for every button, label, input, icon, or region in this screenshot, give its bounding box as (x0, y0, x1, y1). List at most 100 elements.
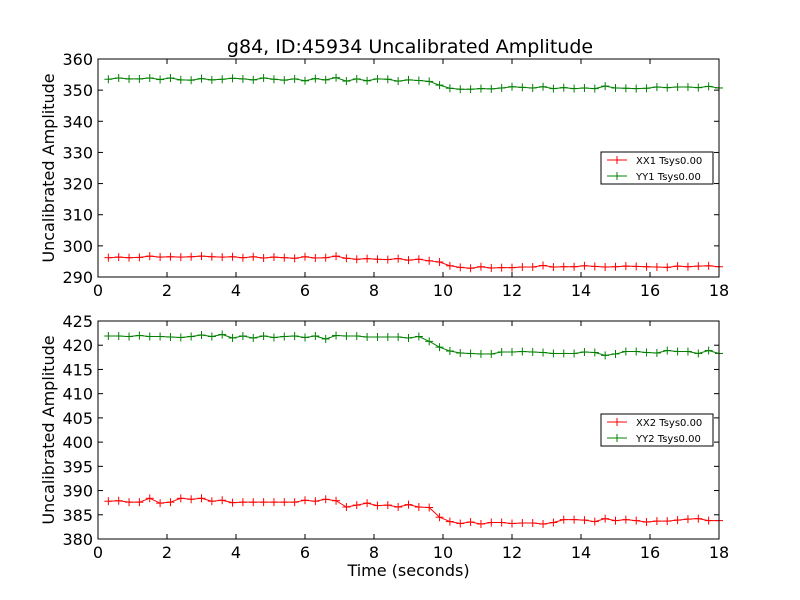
x-tick-label: 6 (300, 281, 310, 300)
y-tick-label: 410 (62, 385, 93, 404)
data-point (632, 262, 641, 271)
data-point (321, 253, 330, 262)
data-point (290, 498, 299, 507)
data-point (652, 348, 661, 357)
series-YY1 Tsys0.00 (104, 73, 723, 94)
data-point (373, 74, 382, 83)
data-point (156, 75, 165, 84)
data-point (621, 262, 630, 271)
data-point (528, 83, 537, 92)
data-point (497, 348, 506, 357)
legend-box (600, 151, 714, 185)
y-tick-label: 290 (62, 268, 93, 287)
data-point (508, 82, 516, 91)
data-point (425, 337, 434, 346)
data-point (135, 74, 144, 83)
data-point (332, 73, 341, 82)
x-tick-label: 4 (231, 543, 241, 562)
x-tick-label: 10 (433, 281, 453, 300)
x-tick-label: 2 (162, 543, 172, 562)
data-point (228, 252, 237, 261)
data-point (207, 332, 216, 341)
x-tick-label: 18 (709, 543, 729, 562)
data-point (663, 83, 672, 92)
plot-frame (97, 58, 720, 278)
data-point (683, 347, 692, 356)
data-point (218, 253, 227, 262)
data-point (528, 519, 537, 528)
data-point (673, 83, 682, 92)
x-tick-label: 10 (433, 543, 453, 562)
data-point (570, 84, 579, 93)
data-point (528, 348, 537, 357)
data-point (508, 263, 516, 272)
data-point (135, 253, 144, 262)
data-point (570, 262, 579, 271)
data-point (156, 332, 165, 341)
data-point (332, 252, 341, 261)
data-point (280, 253, 289, 262)
data-point (383, 501, 392, 510)
data-point (249, 252, 258, 261)
data-point (166, 332, 175, 341)
data-point (166, 73, 175, 82)
data-point (663, 263, 672, 272)
y-tick-label: 405 (62, 409, 93, 428)
data-point (539, 82, 548, 91)
data-point (207, 75, 216, 84)
y-tick-label: 310 (62, 206, 93, 225)
data-point (539, 261, 548, 270)
data-point (487, 349, 496, 358)
data-point (642, 518, 651, 527)
data-point (166, 498, 175, 507)
data-point (528, 263, 537, 272)
data-point (704, 516, 713, 525)
data-point (352, 332, 361, 341)
data-point (580, 83, 589, 92)
data-point (238, 74, 247, 83)
data-point (673, 516, 682, 525)
legend-label: XX2 Tsys0.00 (636, 418, 702, 429)
data-point (632, 347, 641, 356)
data-point (632, 84, 641, 93)
data-point (290, 74, 299, 83)
data-point (114, 496, 123, 505)
data-point (549, 349, 558, 358)
legend-entry: YY1 Tsys0.00 (607, 172, 701, 183)
data-point (176, 494, 185, 503)
data-point (456, 348, 465, 357)
data-point (683, 515, 692, 524)
data-point (508, 519, 516, 528)
data-point (435, 258, 444, 267)
data-point (414, 76, 423, 85)
data-point (445, 347, 454, 356)
data-point (280, 76, 289, 85)
data-point (445, 261, 454, 270)
data-point (476, 84, 485, 93)
data-point (621, 347, 630, 356)
data-point (456, 85, 465, 94)
data-point (704, 346, 713, 355)
data-point (207, 497, 216, 506)
data-point (290, 332, 299, 341)
legend: XX2 Tsys0.00 YY2 Tsys0.00 (600, 413, 714, 447)
data-point (642, 348, 651, 357)
data-point (652, 263, 661, 272)
data-point (156, 253, 165, 262)
y-tick-label: 330 (62, 143, 93, 162)
data-point (290, 254, 299, 263)
plot-frame (97, 320, 720, 540)
x-tick-label: 16 (640, 543, 660, 562)
data-point (394, 503, 403, 512)
x-tick-label: 14 (571, 543, 591, 562)
data-point (249, 333, 258, 342)
data-point (394, 332, 403, 341)
data-point (518, 519, 527, 528)
data-point (414, 332, 423, 341)
data-point (311, 497, 320, 506)
data-point (404, 256, 413, 265)
data-point (311, 74, 320, 83)
y-tick-label: 360 (62, 50, 93, 69)
data-point (549, 518, 558, 527)
y-tick-label: 300 (62, 237, 93, 256)
